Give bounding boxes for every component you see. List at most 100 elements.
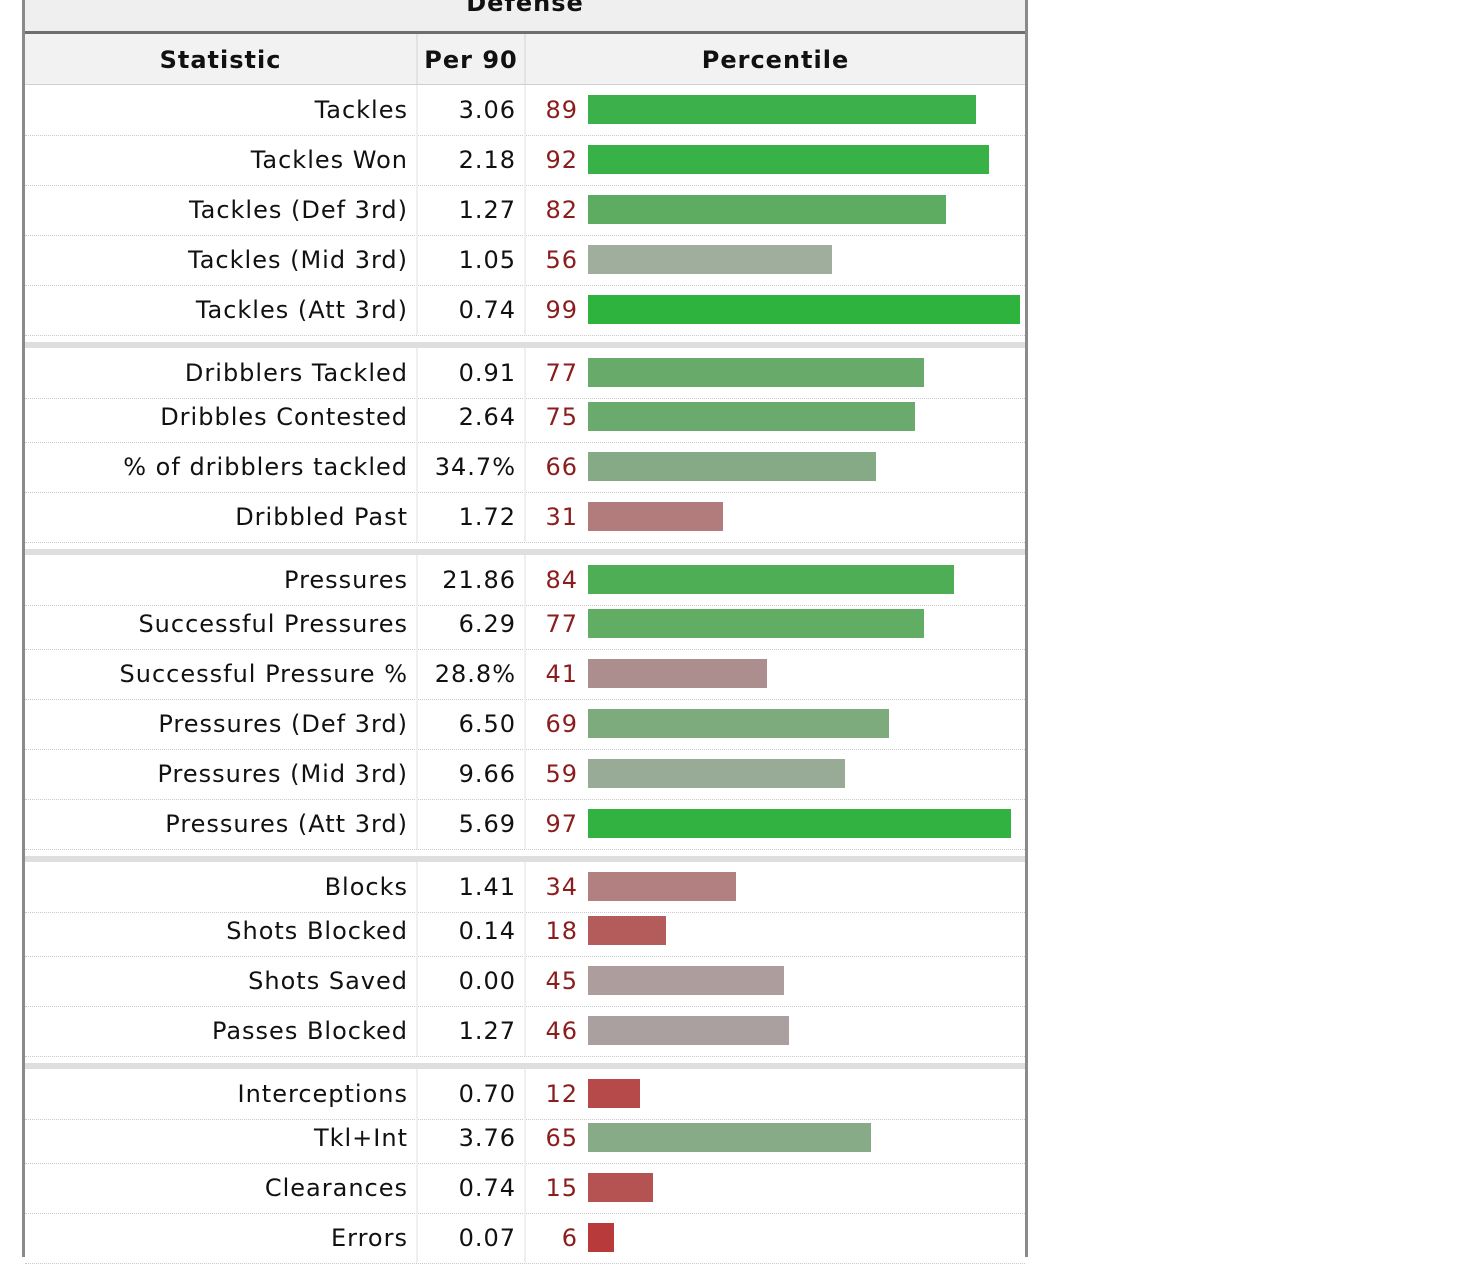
stat-name[interactable]: Tackles Won <box>25 135 418 185</box>
stat-name[interactable]: Clearances <box>25 1163 418 1213</box>
header-statistic[interactable]: Statistic <box>25 34 418 84</box>
stat-name[interactable]: Tackles (Att 3rd) <box>25 285 418 335</box>
per90-value: 0.00 <box>418 956 526 1006</box>
percentile-value: 59 <box>545 760 578 788</box>
per90-value: 2.64 <box>418 392 526 442</box>
percentile-value: 84 <box>545 566 578 594</box>
table-row: Tackles (Def 3rd) 1.27 82 <box>25 185 1025 236</box>
table-row: Tackles 3.06 89 <box>25 85 1025 136</box>
defense-percentile-table: Defense Statistic Per 90 Percentile Tack… <box>22 0 1028 1264</box>
percentile-bar <box>588 1173 653 1202</box>
header-per90[interactable]: Per 90 <box>418 34 526 84</box>
percentile-value: 31 <box>545 503 578 531</box>
percentile-bar <box>588 659 767 688</box>
table-row: Pressures 21.86 84 <box>25 549 1025 606</box>
percentile-value: 75 <box>545 403 578 431</box>
table-caption-text: Defense <box>466 0 584 17</box>
percentile-value: 41 <box>545 660 578 688</box>
per90-value: 3.76 <box>418 1113 526 1163</box>
stat-name[interactable]: Tackles (Mid 3rd) <box>25 235 418 285</box>
per90-value: 5.69 <box>418 799 526 849</box>
per90-value: 9.66 <box>418 749 526 799</box>
table-row: Dribblers Tackled 0.91 77 <box>25 342 1025 399</box>
table-caption: Defense <box>25 0 1025 34</box>
table-row: Errors 0.07 6 <box>25 1213 1025 1264</box>
stat-name[interactable]: Shots Blocked <box>25 906 418 956</box>
table-row: Pressures (Def 3rd) 6.50 69 <box>25 699 1025 750</box>
percentile-bar <box>588 295 1020 324</box>
table-row: Tackles (Mid 3rd) 1.05 56 <box>25 235 1025 286</box>
stat-name[interactable]: Blocks <box>25 862 418 912</box>
table-row: % of dribblers tackled 34.7% 66 <box>25 442 1025 493</box>
per90-value: 0.14 <box>418 906 526 956</box>
percentile-value: 66 <box>545 453 578 481</box>
table-row: Clearances 0.74 15 <box>25 1163 1025 1214</box>
table-row: Interceptions 0.70 12 <box>25 1063 1025 1120</box>
stat-name[interactable]: % of dribblers tackled <box>25 442 418 492</box>
table-row: Shots Blocked 0.14 18 <box>25 906 1025 957</box>
per90-value: 0.91 <box>418 348 526 398</box>
stat-name[interactable]: Tkl+Int <box>25 1113 418 1163</box>
stat-name[interactable]: Pressures (Att 3rd) <box>25 799 418 849</box>
table-row: Successful Pressure % 28.8% 41 <box>25 649 1025 700</box>
percentile-value: 56 <box>545 246 578 274</box>
stat-name[interactable]: Pressures <box>25 555 418 605</box>
percentile-value: 34 <box>545 873 578 901</box>
stat-name[interactable]: Errors <box>25 1213 418 1263</box>
table-row: Blocks 1.41 34 <box>25 856 1025 913</box>
header-percentile[interactable]: Percentile <box>701 46 850 74</box>
stat-name[interactable]: Pressures (Mid 3rd) <box>25 749 418 799</box>
per90-value: 1.27 <box>418 185 526 235</box>
percentile-bar <box>588 759 845 788</box>
percentile-bar <box>588 609 924 638</box>
table-header-row: Statistic Per 90 Percentile <box>25 34 1025 85</box>
percentile-value: 82 <box>545 196 578 224</box>
stat-name[interactable]: Successful Pressure % <box>25 649 418 699</box>
percentile-bar <box>588 1223 614 1252</box>
table-row: Tackles Won 2.18 92 <box>25 135 1025 186</box>
percentile-value: 6 <box>561 1224 578 1252</box>
per90-value: 0.70 <box>418 1069 526 1119</box>
stat-name[interactable]: Tackles (Def 3rd) <box>25 185 418 235</box>
percentile-value: 45 <box>545 967 578 995</box>
stat-name[interactable]: Interceptions <box>25 1069 418 1119</box>
percentile-value: 69 <box>545 710 578 738</box>
percentile-bar <box>588 245 832 274</box>
per90-value: 2.18 <box>418 135 526 185</box>
percentile-value: 18 <box>545 917 578 945</box>
per90-value: 1.05 <box>418 235 526 285</box>
table-row: Tkl+Int 3.76 65 <box>25 1113 1025 1164</box>
percentile-value: 65 <box>545 1124 578 1152</box>
per90-value: 28.8% <box>418 649 526 699</box>
percentile-value: 92 <box>545 146 578 174</box>
stat-name[interactable]: Shots Saved <box>25 956 418 1006</box>
table-row: Shots Saved 0.00 45 <box>25 956 1025 1007</box>
stat-name[interactable]: Dribbled Past <box>25 492 418 542</box>
percentile-value: 77 <box>545 359 578 387</box>
stat-name[interactable]: Dribbles Contested <box>25 392 418 442</box>
stat-name[interactable]: Tackles <box>25 85 418 135</box>
percentile-bar <box>588 95 976 124</box>
per90-value: 1.72 <box>418 492 526 542</box>
percentile-value: 89 <box>545 96 578 124</box>
percentile-bar <box>588 502 723 531</box>
stat-name[interactable]: Pressures (Def 3rd) <box>25 699 418 749</box>
per90-value: 3.06 <box>418 85 526 135</box>
percentile-bar <box>588 565 954 594</box>
stat-name[interactable]: Successful Pressures <box>25 599 418 649</box>
percentile-bar <box>588 916 666 945</box>
table-row: Successful Pressures 6.29 77 <box>25 599 1025 650</box>
table-row: Pressures (Att 3rd) 5.69 97 <box>25 799 1025 850</box>
percentile-bar <box>588 966 784 995</box>
stat-name[interactable]: Passes Blocked <box>25 1006 418 1056</box>
per90-value: 0.74 <box>418 285 526 335</box>
percentile-bar <box>588 402 915 431</box>
stat-name[interactable]: Dribblers Tackled <box>25 348 418 398</box>
table-row: Passes Blocked 1.27 46 <box>25 1006 1025 1057</box>
per90-value: 0.74 <box>418 1163 526 1213</box>
percentile-bar <box>588 709 889 738</box>
percentile-value: 15 <box>545 1174 578 1202</box>
percentile-bar <box>588 358 924 387</box>
percentile-bar <box>588 1123 871 1152</box>
percentile-bar <box>588 809 1011 838</box>
